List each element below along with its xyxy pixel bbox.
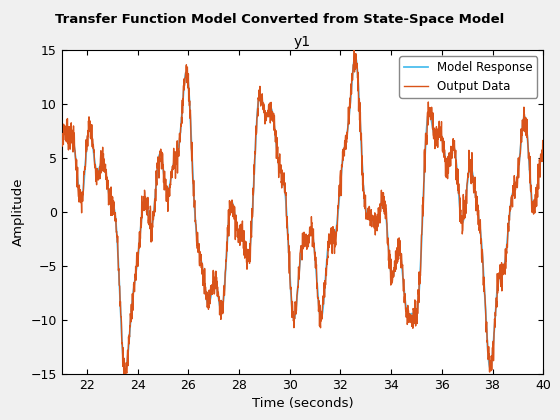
Output Data <box>127 311 134 316</box>
Model Response <box>410 312 417 317</box>
Y-axis label: Amplitude: Amplitude <box>12 178 25 247</box>
Output Data <box>249 208 256 213</box>
Output Data <box>167 185 174 190</box>
Line: Model Response: Model Response <box>62 57 543 373</box>
Output Data <box>170 146 177 151</box>
Output Data <box>351 47 358 52</box>
Model Response <box>540 145 547 150</box>
Model Response <box>167 180 174 185</box>
Output Data <box>58 132 65 137</box>
Title: y1: y1 <box>294 35 311 49</box>
Model Response <box>122 370 129 375</box>
Model Response <box>81 170 88 175</box>
X-axis label: Time (seconds): Time (seconds) <box>251 397 353 410</box>
Output Data <box>540 142 547 147</box>
Text: Transfer Function Model Converted from State-Space Model: Transfer Function Model Converted from S… <box>55 13 505 26</box>
Output Data <box>81 165 88 171</box>
Model Response <box>249 201 256 206</box>
Model Response <box>170 161 177 166</box>
Output Data <box>122 379 128 384</box>
Output Data <box>410 310 417 315</box>
Model Response <box>127 321 134 326</box>
Model Response <box>58 144 65 149</box>
Legend: Model Response, Output Data: Model Response, Output Data <box>399 56 537 97</box>
Line: Output Data: Output Data <box>62 49 543 381</box>
Model Response <box>352 54 358 59</box>
